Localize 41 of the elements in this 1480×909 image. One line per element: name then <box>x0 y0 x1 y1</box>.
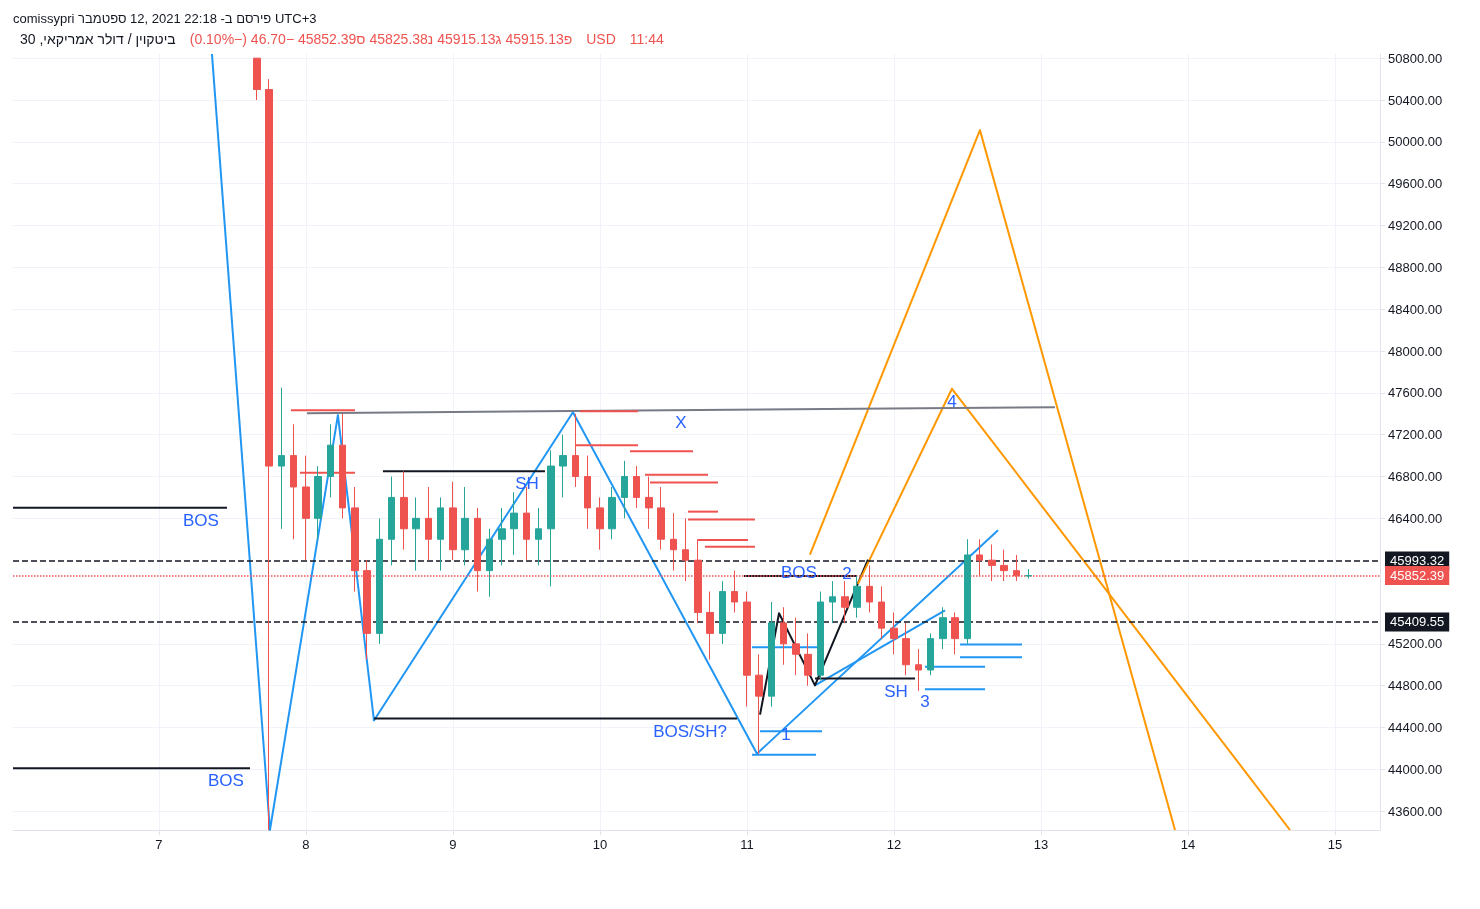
y-tick-label: 47600.00 <box>1388 385 1443 401</box>
x-tick-label: 13 <box>1033 837 1049 852</box>
y-tick-label: 50400.00 <box>1388 92 1443 108</box>
y-tick-label: 49200.00 <box>1388 218 1443 234</box>
x-tick-label: 9 <box>449 837 457 852</box>
annotation: 4 <box>947 391 957 411</box>
y-tick-label: 44800.00 <box>1388 678 1443 694</box>
x-tick-label: 11 <box>740 837 754 852</box>
x-tick-label: 14 <box>1180 837 1196 852</box>
x-tick-label: 12 <box>886 837 902 852</box>
y-tick-label: 44400.00 <box>1388 720 1443 736</box>
y-tick-label: 43600.00 <box>1388 803 1443 819</box>
chart-title: comissypri פירסם ב- 22:18 2021 ,12 ספטמבר UTC+3 <box>13 11 317 26</box>
text: USD <box>586 31 616 47</box>
y-tick-label: 50800.00 <box>1388 50 1443 66</box>
annotation: BOS/SH? <box>653 721 727 741</box>
y-tick-label: 48800.00 <box>1388 259 1443 275</box>
x-tick-label: 7 <box>155 837 163 852</box>
x-tick-label: 15 <box>1327 837 1343 852</box>
y-tick-label: 44000.00 <box>1388 761 1443 777</box>
annotation: BOS <box>207 771 244 791</box>
ref-line-label: 45852.39 <box>1390 568 1445 584</box>
x-tick-label: 8 <box>302 837 310 852</box>
x-tick-label: 10 <box>592 837 608 852</box>
annotation: X <box>675 413 687 433</box>
y-tick-label: 50000.00 <box>1388 134 1443 150</box>
y-tick-label: 45200.00 <box>1388 636 1443 652</box>
y-tick-label: 47200.00 <box>1388 427 1443 443</box>
ref-line-label: 45993.32 <box>1390 553 1445 569</box>
y-tick-label: 49600.00 <box>1388 176 1443 192</box>
annotation: 3 <box>920 692 930 712</box>
y-tick-label: 48000.00 <box>1388 343 1443 359</box>
text: 11:44 <box>629 31 665 47</box>
text: פ45915.13 ג45915.13 נ45825.38 ס45852.39 −46.70 (−0.10%) <box>189 31 573 47</box>
y-tick-label: 46400.00 <box>1388 510 1443 526</box>
annotation: SH <box>884 681 908 701</box>
y-tick-label: 46800.00 <box>1388 469 1443 485</box>
ref-line-label: 45409.55 <box>1390 614 1445 630</box>
y-tick-label: 48400.00 <box>1388 301 1443 317</box>
chart-subtitle: ביטקוין / דולר אמריקאי, 30 <box>20 31 176 47</box>
annotation: BOS <box>182 510 219 530</box>
